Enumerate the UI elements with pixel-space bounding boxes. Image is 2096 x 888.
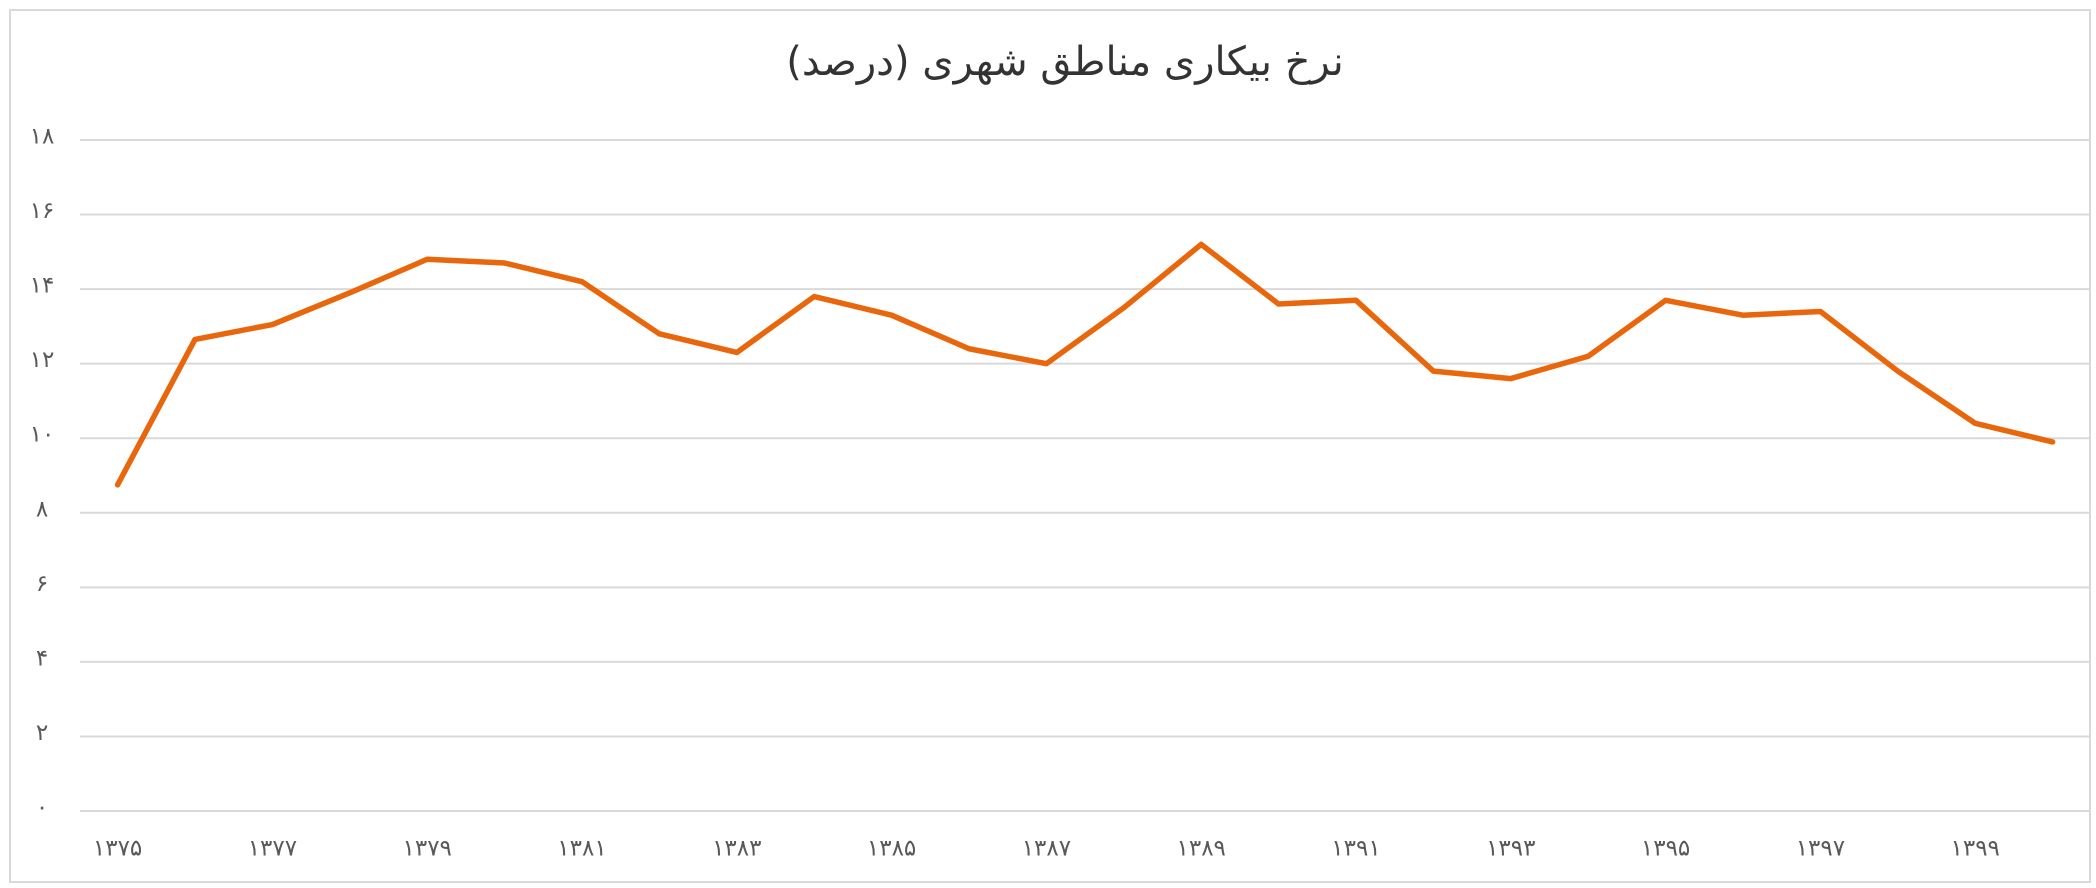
y-tick-label: ۱۶ [30, 198, 55, 224]
chart-title: نرخ بیکاری مناطق شهری (درصد) [786, 39, 1344, 85]
y-tick-label: ۴ [36, 645, 48, 671]
y-tick-label: ۱۴ [30, 273, 55, 299]
line-series [114, 241, 2056, 488]
x-tick-label: ۱۳۸۳ [712, 836, 761, 862]
y-tick-label: ۱۸ [30, 124, 55, 150]
x-tick-label: ۱۳۷۹ [402, 836, 451, 862]
y-tick-label: ۸ [36, 496, 48, 522]
x-tick-label: ۱۳۷۷ [248, 836, 297, 862]
x-tick-label: ۱۳۹۱ [1331, 836, 1380, 862]
x-tick-label: ۱۳۹۵ [1641, 836, 1690, 862]
x-tick-label: ۱۳۸۷ [1022, 836, 1071, 862]
x-tick-label: ۱۳۹۷ [1796, 836, 1845, 862]
y-tick-label: ۰ [36, 795, 48, 821]
x-tick-label: ۱۳۹۳ [1486, 836, 1535, 862]
y-tick-label: ۱۰ [30, 422, 55, 448]
x-tick-label: ۱۳۸۱ [557, 836, 606, 862]
x-tick-label: ۱۳۷۵ [93, 836, 142, 862]
y-tick-label: ۶ [36, 571, 48, 597]
y-tick-label: ۲ [36, 720, 48, 746]
x-tick-label: ۱۳۹۹ [1950, 836, 1999, 862]
x-tick-label: ۱۳۸۵ [867, 836, 916, 862]
x-tick-label: ۱۳۸۹ [1176, 836, 1225, 862]
y-tick-label: ۱۲ [30, 347, 55, 373]
